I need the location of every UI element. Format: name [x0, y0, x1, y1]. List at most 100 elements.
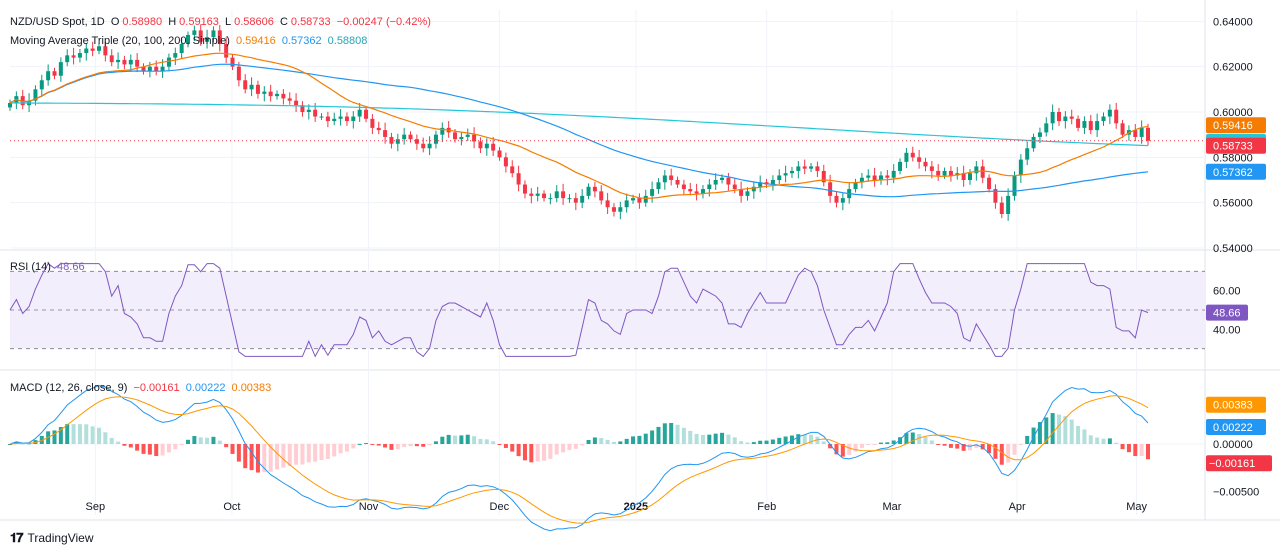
- candle-body: [1139, 127, 1144, 137]
- macd-histogram: [8, 413, 1150, 473]
- candle-body: [586, 186, 591, 196]
- candle-body: [198, 30, 203, 42]
- macd-hist-bar: [910, 432, 915, 444]
- macd-hist-bar: [643, 433, 648, 444]
- candle-body: [1031, 136, 1036, 149]
- candle-body: [275, 93, 280, 97]
- last-price-badge-text: 0.58733: [1213, 141, 1253, 153]
- high-label: H: [168, 16, 177, 28]
- tradingview-logo-icon[interactable]: 𝟏𝟕: [10, 530, 24, 545]
- time-tick-label: Mar: [882, 501, 901, 513]
- macd-hist-bar: [249, 444, 254, 471]
- candle-body: [872, 175, 877, 180]
- candle-body: [205, 37, 210, 42]
- macd-hist-bar: [688, 430, 693, 444]
- macd-hist-bar: [592, 437, 597, 444]
- candle-body: [383, 130, 388, 137]
- candle-body: [1018, 159, 1023, 176]
- candle-body: [1146, 127, 1150, 141]
- macd-title: MACD (12, 26, close, 9): [10, 382, 128, 394]
- candle-body: [1082, 121, 1087, 128]
- candle-body: [300, 105, 305, 112]
- candle-body: [211, 30, 216, 38]
- macd-hist-bar: [116, 441, 121, 444]
- macd-hist-bar: [872, 444, 877, 445]
- candle-body: [542, 193, 547, 199]
- candle-body: [967, 173, 972, 180]
- candle-body: [656, 182, 661, 190]
- candle-body: [116, 59, 121, 63]
- macd-hist-bar: [459, 435, 464, 444]
- macd-signal-badge-bg: [1206, 396, 1266, 413]
- macd-hist-bar: [376, 444, 381, 446]
- candle-body: [306, 109, 311, 112]
- macd-hist-bar: [141, 444, 146, 454]
- macd-hist-bar: [567, 444, 572, 451]
- candle-body: [389, 136, 394, 144]
- price-tick-label: 0.60000: [1213, 107, 1253, 119]
- candle-body: [160, 66, 165, 72]
- macd-hist-bar: [599, 437, 604, 444]
- macd-hist-bar: [402, 444, 407, 448]
- ma20-badge-bg: [1206, 117, 1266, 134]
- candle-body: [421, 143, 426, 149]
- macd-hist-bar: [103, 432, 108, 444]
- macd-hist-bar: [542, 444, 547, 461]
- time-tick-label: Oct: [223, 501, 240, 513]
- macd-hist-bar: [351, 444, 356, 449]
- candle-body: [1076, 118, 1081, 128]
- candle-body: [1095, 121, 1100, 131]
- candle-body: [414, 139, 419, 144]
- candle-body: [351, 116, 356, 122]
- macd-hist-bar: [472, 436, 477, 444]
- candle-body: [783, 173, 788, 176]
- candle-body: [802, 166, 807, 169]
- macd-hist-bar: [357, 443, 362, 445]
- macd-hist-bar: [713, 433, 718, 444]
- candle-body: [141, 66, 146, 72]
- candle-body: [376, 127, 381, 131]
- macd-hist-bar: [205, 437, 210, 444]
- rsi-badge-bg: [1206, 304, 1248, 321]
- symbol-label: NZD/USD Spot, 1D: [10, 16, 105, 28]
- candle-body: [249, 84, 254, 90]
- candle-body: [516, 173, 521, 185]
- macd-hist-bar: [1050, 413, 1055, 444]
- candle-body: [1037, 132, 1042, 137]
- candle-body: [580, 195, 585, 203]
- macd-hist-bar: [732, 437, 737, 444]
- macd-hist-bar: [186, 439, 191, 444]
- macd-hist-bar: [548, 444, 553, 459]
- macd-hist-bar: [516, 444, 521, 457]
- macd-hist-bar: [122, 444, 127, 446]
- macd-hist-bar: [885, 442, 890, 444]
- macd-hist-bar: [1082, 429, 1087, 444]
- candle-body: [179, 44, 184, 54]
- candle-body: [497, 150, 502, 158]
- macd-hist-bar: [904, 433, 909, 444]
- macd-hist-bar: [8, 444, 12, 445]
- macd-hist-bar: [580, 444, 585, 446]
- candle-body: [713, 180, 718, 185]
- high-value: 0.59163: [179, 16, 219, 28]
- macd-hist-bar: [14, 442, 19, 444]
- macd-hist-bar: [999, 444, 1004, 465]
- macd-line-value: 0.00222: [185, 382, 226, 394]
- candle-body: [459, 136, 464, 140]
- candle-body: [891, 170, 896, 178]
- candle-body: [815, 166, 820, 171]
- macd-hist-bar: [605, 439, 610, 444]
- candle-body: [173, 53, 178, 58]
- macd-hist-bar: [319, 444, 324, 460]
- candle-body: [1069, 116, 1074, 119]
- macd-hist-bar: [1139, 444, 1144, 456]
- candle-body: [923, 161, 928, 167]
- candle-body: [325, 116, 330, 122]
- change-value: −0.00247 (−0.42%): [336, 16, 431, 28]
- macd-hist-bar: [840, 444, 845, 457]
- candle-body: [90, 48, 95, 51]
- candle-body: [751, 186, 756, 192]
- macd-hist-bar: [783, 436, 788, 444]
- brand-label[interactable]: TradingView: [27, 531, 94, 545]
